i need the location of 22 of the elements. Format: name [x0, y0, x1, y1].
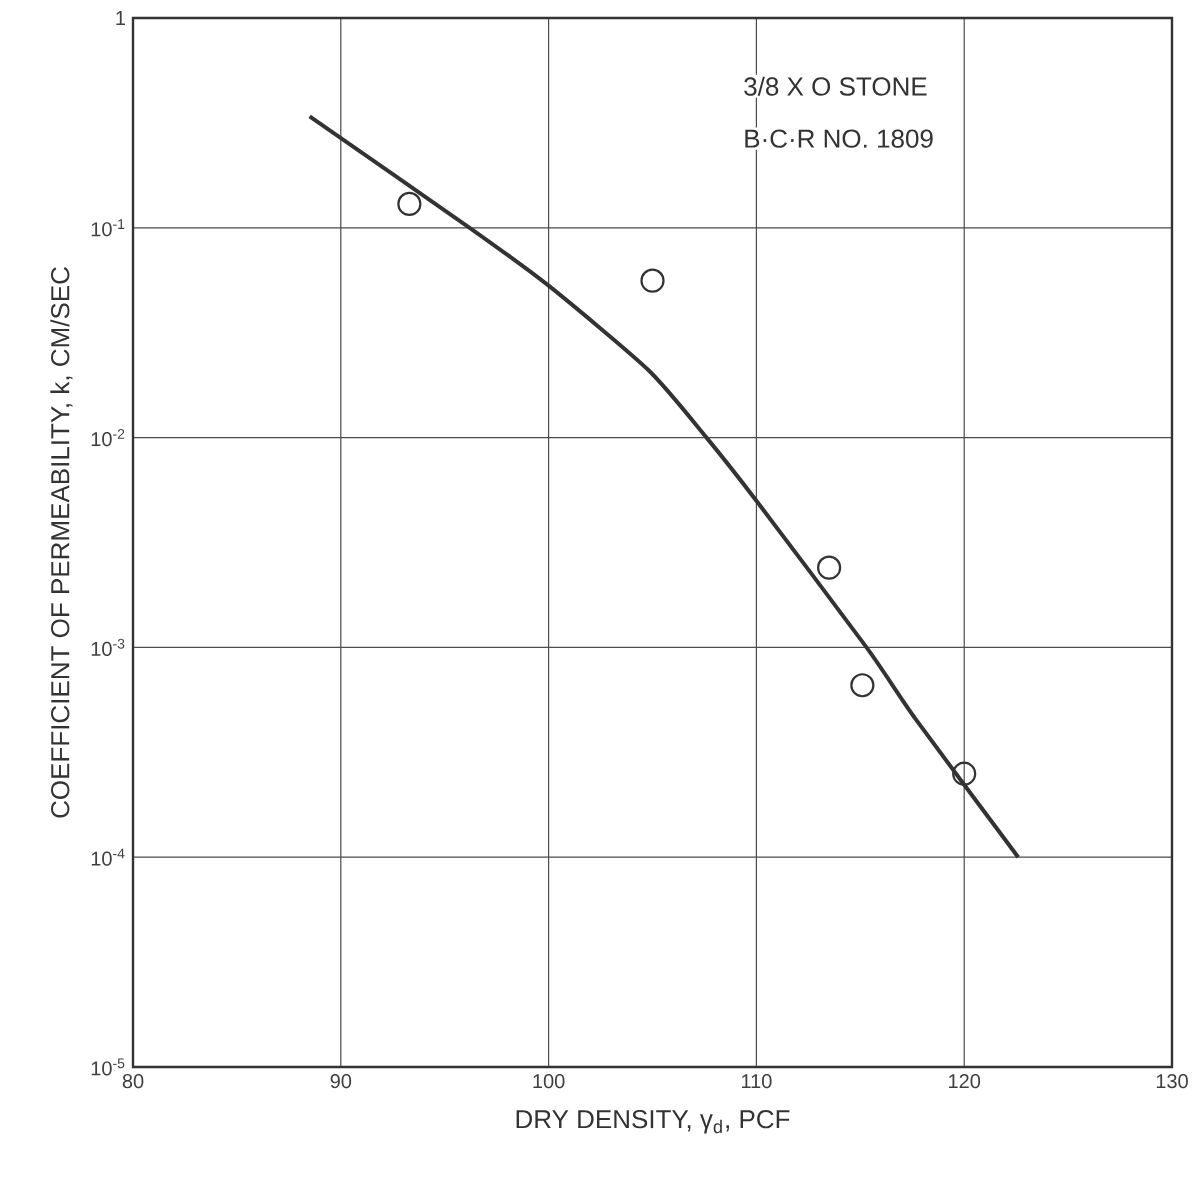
x-tick-label: 110 — [741, 1074, 772, 1089]
x-tick-label: 90 — [330, 1074, 352, 1089]
y-axis-title: COEFFICIENT OF PERMEABILITY, k, CM/SEC — [50, 267, 73, 818]
point — [952, 761, 977, 786]
x-axis-title: DRY DENSITY, γ$_{d}$, PCF — [516, 1109, 790, 1134]
line-series — [307, 114, 1021, 860]
x-tick-label: 80 — [122, 1074, 144, 1089]
x-tick-label: 120 — [949, 1074, 981, 1089]
x-tick-label: 130 — [1156, 1074, 1188, 1089]
annotation: 3/8 X O STONE — [744, 76, 927, 96]
y-tick-label: 10$^{-2}$ — [91, 429, 125, 447]
point — [850, 673, 875, 698]
point — [640, 268, 665, 293]
y-tick-label: 10$^{-4}$ — [91, 848, 125, 866]
y-tick-label: 10$^{-3}$ — [91, 638, 125, 657]
point — [397, 191, 422, 216]
annotation: B·C·R NO. 1809 — [745, 129, 933, 148]
y-tick-label: 10$^{-5}$ — [91, 1058, 125, 1076]
y-tick-label: 10$^{-1}$ — [91, 219, 125, 237]
point — [817, 555, 842, 580]
y-tick-label: 1 — [116, 11, 125, 25]
x-tick-label: 100 — [533, 1074, 565, 1089]
